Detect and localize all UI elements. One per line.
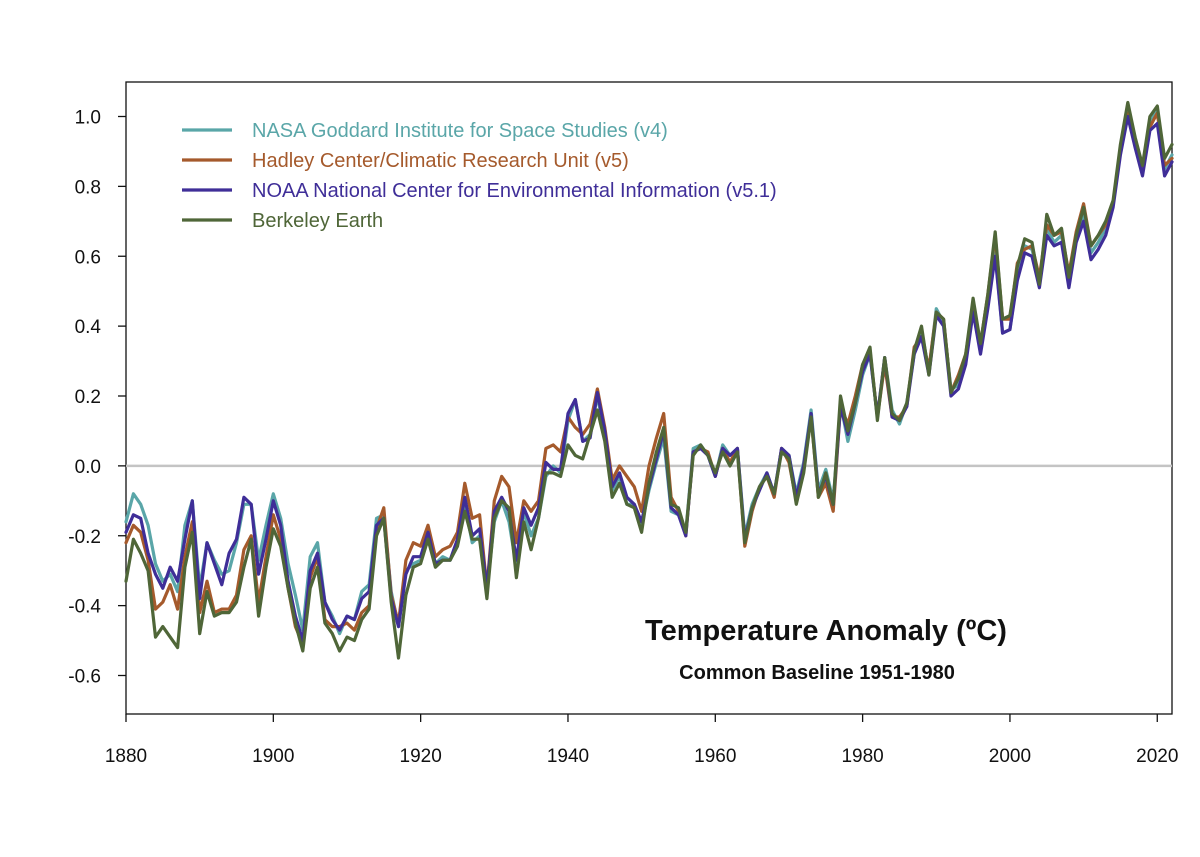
- chart-title: Temperature Anomaly (ºC): [645, 615, 1007, 647]
- x-tick-label: 1920: [400, 746, 442, 767]
- series-lines: [124, 100, 1174, 660]
- y-tick-label: 1.0: [75, 108, 101, 129]
- y-tick-label: 0.4: [75, 317, 102, 338]
- x-tick-label: 1880: [105, 746, 147, 767]
- legend-label: NOAA National Center for Environmental I…: [252, 180, 777, 202]
- x-tick-label: 1980: [841, 746, 883, 767]
- chart-subtitle: Common Baseline 1951-1980: [679, 662, 955, 684]
- y-tick-label: 0.0: [75, 457, 101, 478]
- y-tick-label: -0.6: [68, 667, 101, 688]
- series-line-4: [124, 100, 1174, 660]
- y-tick-label: 0.2: [75, 387, 101, 408]
- legend-label: Hadley Center/Climatic Research Unit (v5…: [252, 150, 629, 172]
- y-tick-label: -0.2: [68, 527, 101, 548]
- plot-frame: [125, 81, 1173, 715]
- axes: -0.6 -0.4 -0.2 0.0 0.2 0.4 0.6 0.8 1.0 1880 1900 19…: [68, 108, 1178, 768]
- y-tick-label: -0.4: [68, 597, 101, 618]
- x-tick-label: 1900: [252, 746, 294, 767]
- y-tick-label: 0.8: [75, 177, 101, 198]
- x-tick-label: 2000: [989, 746, 1031, 767]
- x-tick-label: 1940: [547, 746, 589, 767]
- legend-label: Berkeley Earth: [252, 210, 383, 232]
- x-tick-label: 1960: [694, 746, 736, 767]
- y-tick-label: 0.6: [75, 247, 101, 268]
- legend-label: NASA Goddard Institute for Space Studies…: [252, 120, 668, 142]
- legend: NASA Goddard Institute for Space Studies…: [182, 120, 777, 232]
- x-tick-label: 2020: [1136, 746, 1178, 767]
